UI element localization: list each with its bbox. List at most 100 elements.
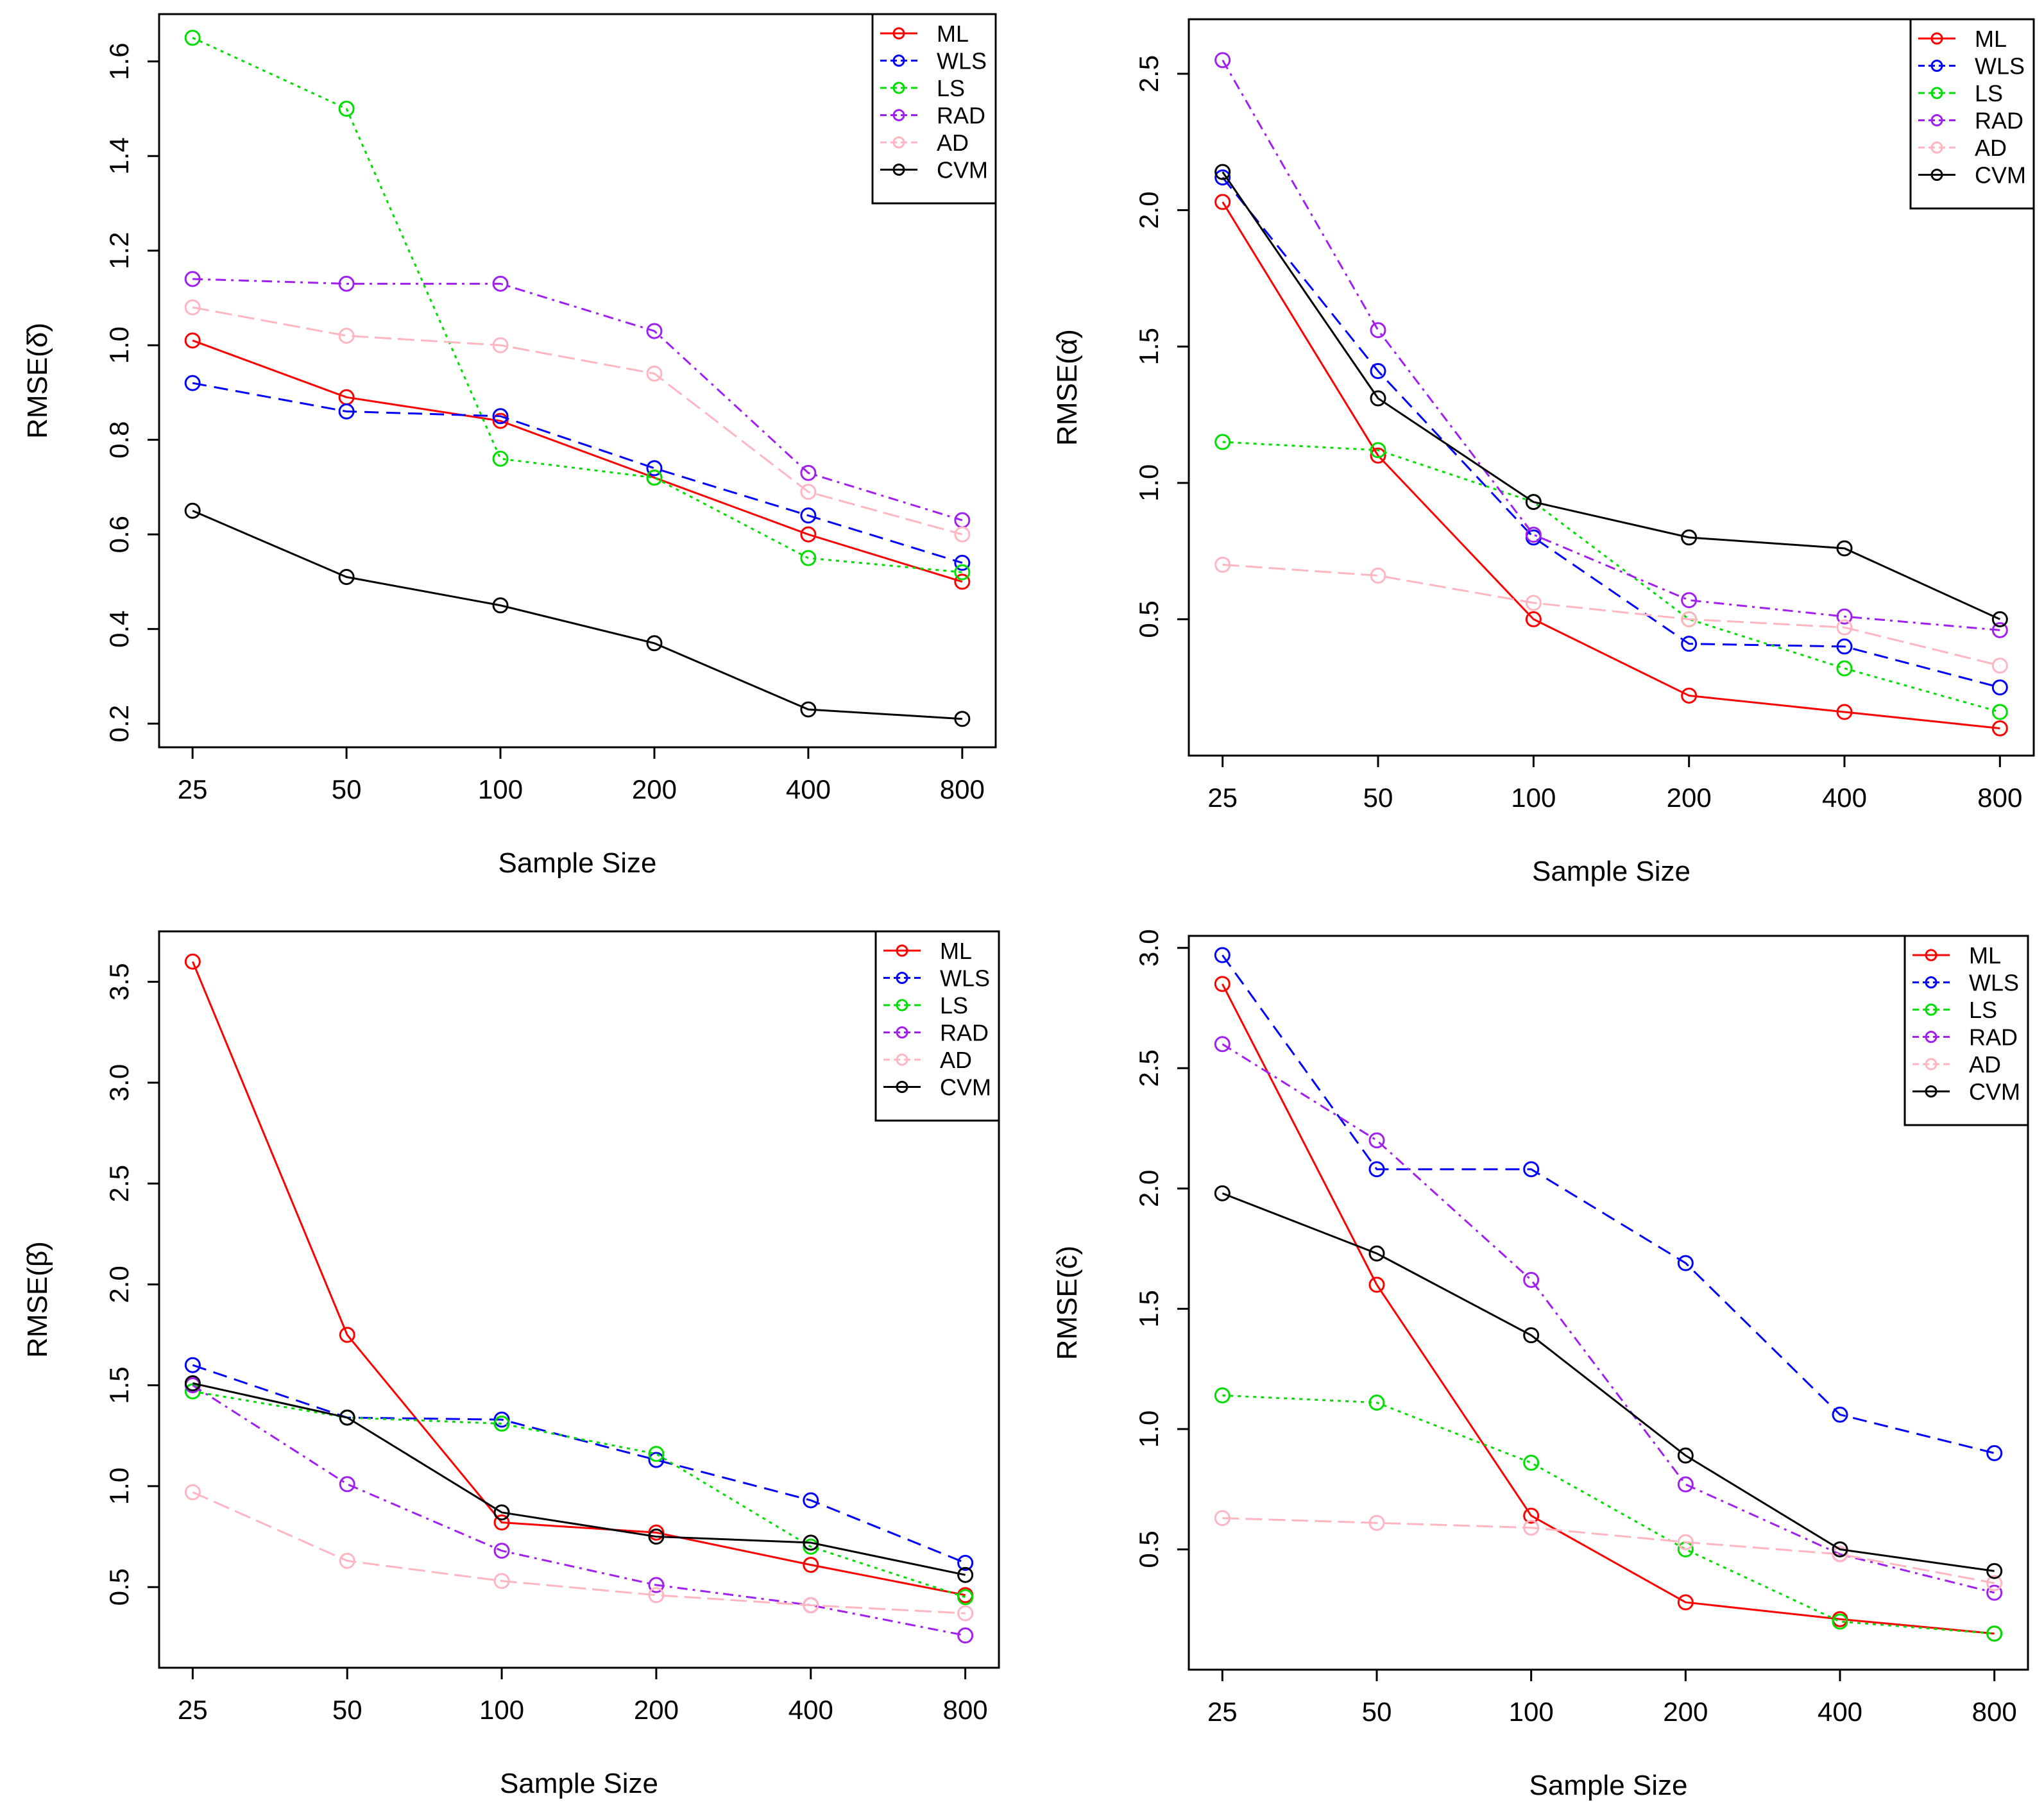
- legend-label-ls: LS: [940, 992, 968, 1019]
- data-point-wls: [1370, 362, 1386, 379]
- y-tick-label: 0.4: [104, 610, 134, 647]
- legend-label-ad: AD: [1975, 135, 2007, 161]
- data-point-ml: [492, 412, 509, 429]
- legend-box: [1903, 935, 2029, 1126]
- x-tick-label: 25: [1207, 783, 1238, 813]
- legend-marker-ls: [896, 999, 908, 1012]
- legend-marker-ad: [896, 1053, 908, 1066]
- legend-marker-ad: [892, 136, 905, 149]
- x-tick-label: 25: [1207, 1697, 1238, 1727]
- data-point-cvm: [957, 1566, 974, 1583]
- y-tick-label: 1.0: [1134, 464, 1164, 502]
- data-point-cvm: [1525, 494, 1542, 511]
- data-point-ls: [338, 100, 355, 117]
- legend-marker-ml: [896, 944, 908, 957]
- y-tick-label: 2.5: [1134, 55, 1164, 92]
- legend-marker-wls: [1930, 60, 1943, 72]
- series-line-ml: [1222, 201, 2000, 729]
- y-tick-label: 1.6: [104, 43, 134, 80]
- data-point-ml: [493, 1514, 510, 1531]
- x-tick-label: 400: [1818, 1697, 1862, 1727]
- data-point-ad: [1214, 556, 1231, 573]
- series-line-ls: [1222, 441, 2000, 713]
- data-point-cvm: [339, 1409, 355, 1426]
- data-point-ad: [338, 327, 355, 344]
- data-point-ml: [803, 1557, 819, 1573]
- data-point-ml: [339, 1327, 355, 1343]
- series-line-ml: [192, 339, 963, 583]
- y-tick-label: 0.6: [104, 516, 134, 553]
- series-line-cvm: [1222, 171, 2000, 620]
- legend-label-cvm: CVM: [937, 157, 988, 183]
- series-line-rad: [192, 278, 963, 521]
- x-tick-label: 800: [940, 774, 985, 804]
- data-point-rad: [338, 275, 355, 292]
- x-tick-label: 200: [1667, 783, 1712, 813]
- series-line-rad: [192, 1384, 966, 1637]
- series-line-ad: [1222, 1517, 1995, 1584]
- data-point-ad: [800, 484, 817, 500]
- data-point-ml: [800, 526, 817, 543]
- chart-panel-4: 25 50 100 200 400 800 0.5 1.0 1.5 2.0 2.5 3.0 Sample…: [1052, 929, 2029, 1801]
- x-tick-label: 800: [1977, 783, 2022, 813]
- legend-marker-ml: [892, 27, 905, 40]
- x-tick-label: 50: [332, 774, 362, 804]
- data-point-ml: [184, 953, 201, 970]
- data-point-ad: [803, 1597, 819, 1613]
- data-point-ad: [1525, 595, 1542, 611]
- y-tick-label: 1.5: [104, 1366, 134, 1403]
- data-point-ls: [954, 564, 971, 581]
- data-point-ls: [1523, 1454, 1540, 1471]
- data-point-cvm: [1836, 540, 1853, 557]
- data-point-rad: [1214, 52, 1231, 69]
- data-point-rad: [1214, 1036, 1231, 1053]
- series-line-ls: [192, 1390, 966, 1598]
- x-tick-label: 200: [634, 1695, 679, 1725]
- legend-marker-wls: [896, 972, 908, 984]
- y-axis-title: RMSE(α̂): [1052, 329, 1083, 446]
- data-point-ad: [648, 1587, 665, 1604]
- x-tick-label: 50: [1363, 783, 1393, 813]
- x-tick-label: 100: [1509, 1697, 1554, 1727]
- data-point-ml: [954, 573, 971, 590]
- data-point-wls: [1991, 679, 2008, 696]
- y-tick-label: 3.0: [104, 1064, 134, 1101]
- data-point-wls: [803, 1492, 819, 1509]
- data-point-ls: [1368, 1394, 1385, 1411]
- x-tick-label: 800: [1972, 1697, 2017, 1727]
- legend-marker-rad: [1930, 114, 1943, 126]
- data-point-cvm: [493, 1504, 510, 1521]
- x-tick-label: 800: [943, 1695, 988, 1725]
- x-tick-label: 200: [1663, 1697, 1708, 1727]
- data-point-cvm: [803, 1534, 819, 1551]
- data-point-wls: [1836, 638, 1853, 655]
- data-point-ad: [646, 365, 663, 382]
- legend-label-cvm: CVM: [940, 1074, 991, 1101]
- legend-label-wls: WLS: [1975, 53, 2025, 80]
- data-point-wls: [184, 375, 201, 391]
- y-tick-label: 0.8: [104, 421, 134, 458]
- legend-label-ml: ML: [1969, 942, 2001, 969]
- x-tick-label: 400: [786, 774, 831, 804]
- data-point-rad: [339, 1476, 355, 1493]
- data-point-ad: [1986, 1575, 2003, 1591]
- series-line-wls: [1222, 176, 2000, 689]
- chart-panel-1: 25 50 100 200 400 800 0.2 0.4 0.6 0.8 1.0 1.2 1.4 1.6…: [22, 13, 997, 879]
- legend-box: [871, 13, 997, 205]
- data-point-ml: [1677, 1594, 1694, 1611]
- data-point-ad: [1214, 1510, 1231, 1527]
- series-line-cvm: [192, 509, 962, 720]
- x-tick-label: 50: [332, 1695, 362, 1725]
- data-point-ad: [339, 1552, 355, 1569]
- series-line-cvm: [1222, 1192, 1995, 1572]
- data-point-cvm: [800, 701, 817, 718]
- data-point-wls: [493, 1411, 510, 1428]
- legend-marker-ml: [1930, 32, 1943, 45]
- y-tick-label: 0.5: [1134, 600, 1164, 638]
- legend-marker-wls: [1925, 976, 1938, 988]
- x-tick-label: 50: [1362, 1697, 1392, 1727]
- data-point-cvm: [338, 569, 355, 586]
- data-point-ml: [648, 1524, 665, 1541]
- data-point-cvm: [1368, 1245, 1385, 1262]
